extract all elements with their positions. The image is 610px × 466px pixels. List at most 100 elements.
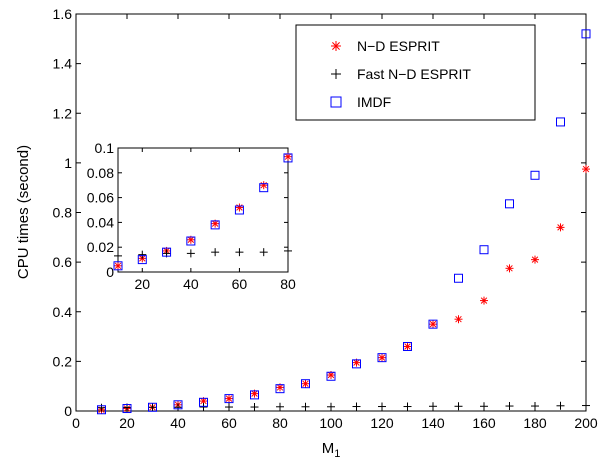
main-series-1-point-16	[505, 402, 514, 411]
main-series-1-point-18	[556, 401, 565, 410]
main-series-1-point-4	[199, 403, 208, 412]
x-axis-label-main: M	[322, 440, 335, 457]
inset-ticks: 20 40 60 80 0 0.02 0.04 0.06 0.08 0.1	[87, 140, 296, 292]
main-series-1-point-11	[378, 402, 386, 411]
main-ytick-label-0: 0	[64, 403, 72, 419]
main-series-1-point-12	[403, 402, 412, 411]
inset-series-2-point-7	[283, 153, 293, 163]
main-series-2-point-2	[148, 402, 157, 412]
inset-series-1-point-4	[211, 248, 220, 257]
main-ytick-label-1: 0.2	[53, 353, 73, 369]
inset-series-2-point-4	[210, 220, 220, 230]
main-xtick-label-1: 20	[119, 415, 135, 431]
inset-series-1-point-5	[235, 248, 244, 257]
inset-series-1-point-3	[186, 249, 195, 258]
inset-xtick-label-1: 40	[183, 276, 199, 292]
legend-marker-1	[331, 69, 341, 79]
main-series-0-point-8	[301, 379, 310, 388]
main-ytick-label-3: 0.6	[53, 254, 73, 270]
main-series-2-point-8	[301, 379, 310, 389]
main-series-2-point-16	[505, 199, 514, 209]
main-xtick-label-3: 60	[221, 415, 237, 431]
main-series-0-point-18	[556, 223, 565, 232]
main-series-0-point-19	[582, 165, 590, 174]
main-series-2-point-12	[403, 341, 412, 351]
legend: N−D ESPRIT Fast N−D ESPRIT IMDF	[295, 24, 536, 121]
inset-series-2	[113, 153, 293, 271]
x-axis-label: M1	[322, 440, 341, 460]
main-series-2-point-7	[275, 384, 285, 394]
main-ytick-label-4: 0.8	[53, 205, 73, 221]
main-series-2-point-15	[479, 245, 489, 255]
inset-series-2-point-5	[234, 205, 244, 215]
main-xtick-label-7: 140	[421, 415, 445, 431]
inset-series-2-point-2	[162, 247, 172, 257]
inset-series-0-point-7	[284, 152, 292, 161]
inset-series-1-point-1	[138, 250, 147, 259]
main-series-1-point-8	[301, 402, 310, 411]
main-xtick-label-10: 200	[574, 415, 598, 431]
main-series-2-point-4	[199, 397, 208, 407]
main-series-1-point-3	[174, 403, 182, 412]
inset-series-1-point-0	[114, 251, 122, 260]
main-series-0-point-5	[225, 394, 233, 403]
main-series-2-point-14	[454, 273, 463, 283]
main-series-0-point-12	[403, 342, 412, 351]
main-series-1-point-17	[531, 402, 539, 411]
main-series-2-point-3	[173, 400, 183, 410]
main-ytick-label-6: 1.2	[53, 105, 73, 121]
main-series-0-point-13	[429, 320, 437, 329]
main-xtick-label-9: 180	[523, 415, 547, 431]
legend-label-1: Fast N−D ESPRIT	[357, 66, 471, 82]
main-marks	[97, 29, 591, 415]
main-series-2-point-9	[326, 371, 336, 381]
inset-plot: 20 40 60 80 0 0.02 0.04 0.06 0.08 0.1	[87, 140, 296, 292]
main-series-0-point-11	[378, 353, 386, 362]
inset-series-2-point-6	[259, 183, 269, 193]
inset-ytick-label-5: 0.1	[95, 140, 115, 156]
main-series-1	[97, 401, 590, 412]
inset-series-0-point-6	[259, 181, 268, 190]
main-series-0-point-17	[531, 255, 539, 264]
main-ytick-label-7: 1.4	[53, 56, 73, 72]
main-series-1-point-15	[480, 402, 488, 411]
main-series-2-point-18	[556, 117, 565, 127]
main-series-2	[97, 29, 591, 415]
main-series-2-point-0	[97, 405, 106, 415]
inset-ytick-label-4: 0.08	[87, 165, 114, 181]
inset-ytick-label-2: 0.04	[87, 214, 114, 230]
legend-marker-2	[330, 96, 342, 108]
inset-series-2-point-0	[113, 261, 123, 271]
main-series-0	[97, 165, 590, 414]
inset-series-1-point-6	[259, 248, 268, 257]
inset-xtick-label-2: 60	[232, 276, 248, 292]
main-series-1-point-19	[582, 401, 590, 410]
main-series-2-point-13	[428, 319, 438, 329]
inset-series-0-point-3	[186, 235, 195, 244]
main-series-1-point-9	[327, 402, 335, 411]
main-xtick-label-5: 100	[319, 415, 343, 431]
inset-series-1-point-7	[284, 246, 292, 255]
inset-series-0-point-0	[114, 261, 122, 270]
main-series-2-point-6	[250, 390, 259, 400]
inset-series-2-point-3	[186, 236, 196, 246]
main-series-1-point-2	[148, 403, 157, 412]
main-series-0-point-16	[505, 264, 514, 273]
legend-label-0: N−D ESPRIT	[357, 38, 440, 54]
main-ticks: 0 20 40 60 80 100 120 140 160 180 20000.20.40.60.8…	[53, 6, 598, 431]
main-series-1-point-14	[454, 402, 463, 411]
main-xtick-label-8: 160	[472, 415, 496, 431]
inset-marks	[113, 152, 293, 271]
main-series-1-point-10	[352, 402, 361, 411]
main-xtick-label-4: 80	[272, 415, 288, 431]
inset-ytick-label-1: 0.02	[87, 239, 114, 255]
x-axis-label-subscript: 1	[334, 448, 340, 460]
main-ytick-label-8: 1.6	[53, 6, 73, 22]
main-series-1-point-5	[225, 403, 233, 412]
inset-plot-area	[117, 147, 289, 273]
main-series-2-point-1	[122, 404, 132, 414]
main-series-1-point-6	[250, 403, 259, 412]
main-ytick-label-2: 0.4	[53, 304, 73, 320]
main-series-1-point-0	[97, 403, 106, 412]
